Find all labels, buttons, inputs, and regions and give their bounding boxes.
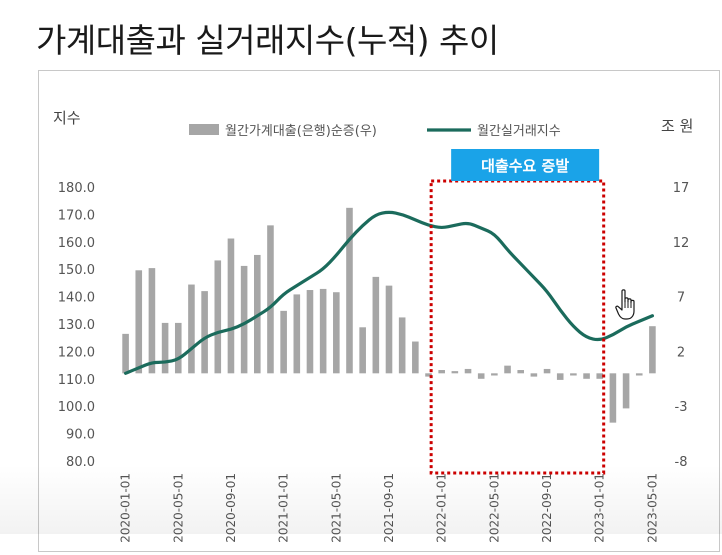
left-tick-label: 180.0 bbox=[58, 181, 95, 196]
legend-bar-label: 월간가계대출(은행)순증(우) bbox=[225, 123, 377, 139]
bar-layer bbox=[122, 207, 656, 423]
bar bbox=[359, 327, 366, 374]
bar bbox=[477, 373, 485, 379]
line-layer bbox=[123, 210, 655, 375]
right-tick-label: 12 bbox=[673, 236, 690, 251]
bar bbox=[161, 322, 169, 374]
bar bbox=[504, 365, 511, 374]
bar bbox=[556, 373, 564, 380]
x-tick-label: 2020-05-01 bbox=[171, 473, 185, 543]
bar bbox=[425, 373, 432, 377]
bar bbox=[649, 326, 656, 374]
bar bbox=[464, 368, 472, 374]
slide-title: 가계대출과 실거래지수(누적) 추이 bbox=[36, 21, 499, 60]
bar bbox=[398, 317, 406, 374]
axis-layer: 지수 조 원 180.0 170.0 160.0 150.0 140.0 130.0 120.0… bbox=[53, 109, 693, 543]
right-tick-label: 17 bbox=[673, 181, 690, 196]
left-tick-label: 130.0 bbox=[58, 318, 95, 333]
bar bbox=[372, 276, 380, 374]
right-tick-label: -8 bbox=[675, 455, 688, 470]
bar bbox=[346, 207, 353, 374]
bar bbox=[201, 291, 208, 374]
annotation-label: 대출수요 증발 bbox=[481, 157, 569, 175]
x-tick-label: 2021-01-01 bbox=[277, 473, 291, 543]
bar bbox=[438, 370, 445, 374]
bar bbox=[227, 238, 235, 374]
bar bbox=[280, 310, 287, 374]
combo-chart: 지수 조 원 180.0 170.0 160.0 150.0 140.0 130.0 120.0… bbox=[53, 109, 693, 543]
x-tick-label: 2022-01-01 bbox=[435, 473, 449, 543]
x-tick-label: 2022-05-01 bbox=[487, 473, 501, 543]
x-tick-label: 2021-09-01 bbox=[382, 473, 396, 543]
bar bbox=[517, 370, 524, 374]
bar bbox=[635, 373, 643, 376]
bar bbox=[267, 225, 274, 374]
bar bbox=[412, 341, 419, 374]
right-tick-label: -3 bbox=[675, 400, 688, 415]
legend-layer: 월간가계대출(은행)순증(우) 월간실거래지수 bbox=[189, 123, 561, 139]
bar bbox=[214, 260, 222, 374]
bar bbox=[622, 373, 630, 409]
left-tick-label: 120.0 bbox=[58, 345, 95, 360]
left-tick-label: 80.0 bbox=[66, 455, 95, 470]
left-axis-title: 지수 bbox=[53, 109, 81, 127]
bar bbox=[188, 284, 195, 374]
bar bbox=[293, 294, 301, 374]
bar bbox=[543, 368, 551, 374]
right-tick-label: 2 bbox=[677, 345, 685, 360]
bar bbox=[583, 373, 590, 379]
bar bbox=[148, 268, 156, 374]
left-tick-label: 170.0 bbox=[58, 208, 95, 223]
bar bbox=[491, 373, 498, 376]
bar bbox=[596, 373, 604, 379]
left-tick-label: 100.0 bbox=[58, 400, 95, 415]
bar bbox=[306, 290, 314, 374]
x-tick-label: 2020-09-01 bbox=[224, 473, 238, 543]
chart-frame: 지수 조 원 180.0 170.0 160.0 150.0 140.0 130.0 120.0… bbox=[38, 70, 720, 552]
bar bbox=[135, 270, 143, 374]
bar bbox=[122, 333, 129, 374]
x-tick-label: 2023-01-01 bbox=[593, 473, 607, 543]
x-tick-label: 2022-09-01 bbox=[540, 473, 554, 543]
left-tick-label: 160.0 bbox=[58, 236, 95, 251]
bar bbox=[530, 373, 538, 377]
bar bbox=[240, 265, 248, 374]
left-tick-label: 150.0 bbox=[58, 263, 95, 278]
hand-cursor-icon bbox=[614, 288, 640, 326]
legend-line-label: 월간실거래지수 bbox=[477, 124, 561, 139]
left-tick-label: 110.0 bbox=[58, 373, 95, 388]
bar bbox=[451, 371, 459, 374]
left-tick-label: 140.0 bbox=[58, 291, 95, 306]
legend-bar-swatch bbox=[189, 124, 219, 135]
annotation-label-bg bbox=[451, 149, 600, 181]
bar bbox=[174, 322, 182, 374]
bar bbox=[319, 288, 327, 374]
bar bbox=[333, 292, 340, 374]
right-tick-label: 7 bbox=[677, 291, 685, 306]
left-tick-label: 90.0 bbox=[66, 428, 95, 443]
annotation-layer: 대출수요 증발 bbox=[429, 149, 606, 475]
x-tick-label: 2023-05-01 bbox=[645, 473, 659, 543]
bar bbox=[609, 373, 617, 423]
bar bbox=[570, 373, 577, 376]
right-axis-title: 조 원 bbox=[661, 117, 693, 135]
series-line bbox=[123, 210, 655, 375]
x-tick-label: 2020-01-01 bbox=[119, 473, 133, 543]
x-tick-label: 2021-05-01 bbox=[329, 473, 343, 543]
bar bbox=[385, 285, 393, 374]
